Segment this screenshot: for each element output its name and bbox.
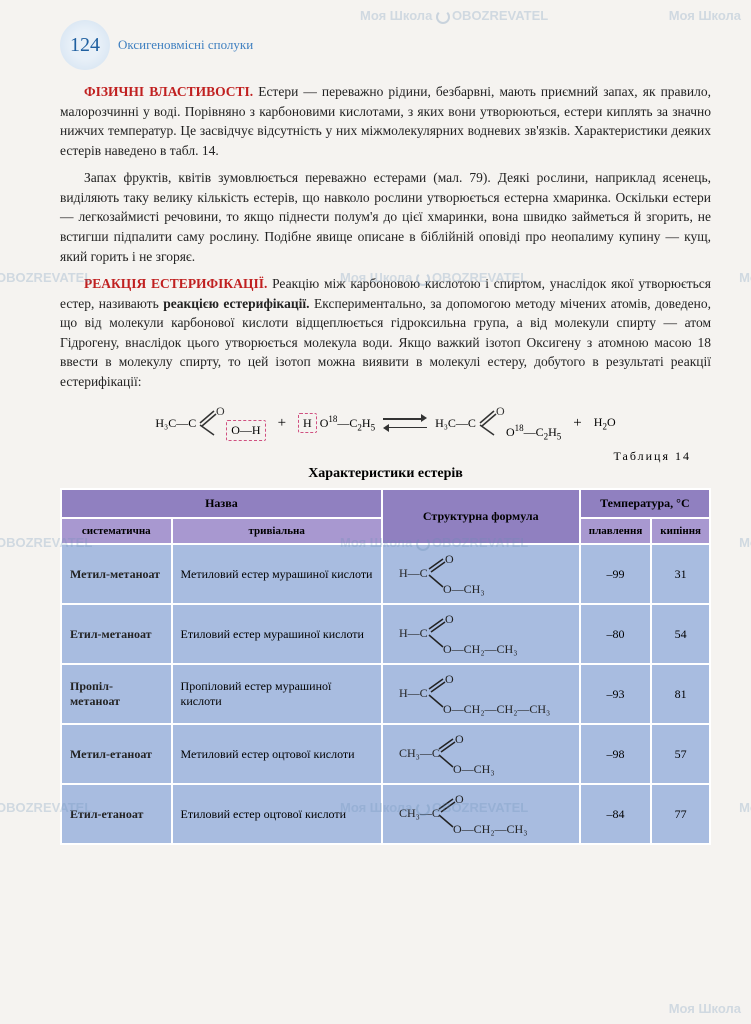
svg-text:CH₃—C: CH₃—C — [399, 806, 440, 820]
svg-text:O: O — [455, 792, 464, 806]
esterification-heading: РЕАКЦІЯ ЕСТЕРИФІКАЦІЇ. — [84, 276, 267, 291]
equilibrium-arrow — [383, 415, 427, 431]
cell-melting: –93 — [580, 664, 652, 724]
cell-trivial: Метиловий естер оцтової кислоти — [172, 724, 382, 784]
acid-oh-box: O—H — [226, 420, 265, 441]
svg-text:O—CH₃: O—CH₃ — [453, 762, 495, 776]
svg-text:O: O — [445, 552, 454, 566]
cell-boiling: 54 — [651, 604, 710, 664]
carbonyl-svg: O — [196, 403, 226, 443]
alcohol-h-box: H — [298, 413, 317, 433]
cell-formula: H—C O O—CH₂—CH₂—CH₃ — [382, 664, 580, 724]
table-number-label: Таблиця 14 — [60, 449, 691, 464]
table-row: Метил-метаноатМетиловий естер мурашиної … — [61, 544, 710, 604]
cell-formula: H—C O O—CH₂—CH₃ — [382, 604, 580, 664]
svg-text:H—C: H—C — [399, 626, 428, 640]
page-header: 124 Оксигеновмісні сполуки — [60, 20, 711, 70]
cell-trivial: Етиловий естер мурашиної кислоти — [172, 604, 382, 664]
svg-text:O: O — [496, 404, 505, 418]
cell-boiling: 81 — [651, 664, 710, 724]
svg-text:O—CH₂—CH₂—CH₃: O—CH₂—CH₂—CH₃ — [443, 702, 550, 716]
th-trivial: тривіальна — [172, 518, 382, 544]
table-body: Метил-метаноатМетиловий естер мурашиної … — [61, 544, 710, 844]
table-row: Метил-етаноатМетиловий естер оцтової кис… — [61, 724, 710, 784]
cell-formula: H—C O O—CH₃ — [382, 544, 580, 604]
watermark: Моя Школа — [669, 1001, 741, 1016]
plus-2: + — [569, 415, 585, 432]
ester-bold-term: реакцією естерифікації. — [163, 296, 309, 311]
cell-formula: CH₃—C O O—CH₂—CH₃ — [382, 784, 580, 844]
physical-properties-paragraph-2: Запах фруктів, квітів зумовлюється перев… — [60, 168, 711, 266]
cell-systematic: Пропіл-метаноат — [61, 664, 172, 724]
th-boiling: кипіння — [651, 518, 710, 544]
reactant-acid: H₃C—C O O—H — [155, 403, 265, 443]
th-formula: Структурна формула — [382, 489, 580, 544]
chapter-title: Оксигеновмісні сполуки — [118, 37, 253, 53]
th-melting: плавлення — [580, 518, 652, 544]
carbonyl-svg-2: O — [476, 403, 506, 443]
svg-text:O—CH₃: O—CH₃ — [443, 582, 485, 596]
plus-1: + — [274, 415, 290, 432]
svg-text:O—CH₂—CH₃: O—CH₂—CH₃ — [453, 822, 527, 836]
reaction-equation: H₃C—C O O—H + H O18—C2H5 H₃C—C O O18— — [60, 403, 711, 443]
svg-text:H—C: H—C — [399, 566, 428, 580]
reactant-alcohol: H O18—C2H5 — [298, 414, 375, 432]
th-systematic: систематична — [61, 518, 172, 544]
cell-boiling: 31 — [651, 544, 710, 604]
ester-chain: O18—C2H5 — [506, 423, 561, 441]
svg-text:CH₃—C: CH₃—C — [399, 746, 440, 760]
page-number-badge: 124 — [60, 20, 110, 70]
svg-text:O—CH₂—CH₃: O—CH₂—CH₃ — [443, 642, 517, 656]
physical-heading: ФІЗИЧНІ ВЛАСТИВОСТІ. — [84, 84, 253, 99]
cell-trivial: Пропіловий естер мурашиної кислоти — [172, 664, 382, 724]
physical-properties-paragraph-1: ФІЗИЧНІ ВЛАСТИВОСТІ. Естери — переважно … — [60, 82, 711, 160]
svg-text:O: O — [216, 404, 225, 418]
svg-text:O: O — [455, 732, 464, 746]
esterification-paragraph: РЕАКЦІЯ ЕСТЕРИФІКАЦІЇ. Реакцію між карбо… — [60, 274, 711, 391]
textbook-page: 124 Оксигеновмісні сполуки ФІЗИЧНІ ВЛАСТ… — [0, 0, 751, 865]
cell-formula: CH₃—C O O—CH₃ — [382, 724, 580, 784]
cell-melting: –98 — [580, 724, 652, 784]
cell-systematic: Метил-етаноат — [61, 724, 172, 784]
cell-trivial: Метиловий естер мурашиної кислоти — [172, 544, 382, 604]
svg-text:O: O — [445, 672, 454, 686]
product-ester: H₃C—C O O18—C2H5 — [435, 403, 561, 443]
table-row: Пропіл-метаноатПропіловий естер мурашино… — [61, 664, 710, 724]
esters-table: Назва Структурна формула Температура, °С… — [60, 488, 711, 845]
cell-trivial: Етиловий естер оцтової кислоти — [172, 784, 382, 844]
cell-systematic: Метил-метаноат — [61, 544, 172, 604]
acid-left: H₃C—C — [155, 416, 196, 431]
cell-systematic: Етил-етаноат — [61, 784, 172, 844]
table-row: Етил-метаноатЕтиловий естер мурашиної ки… — [61, 604, 710, 664]
cell-melting: –84 — [580, 784, 652, 844]
cell-boiling: 57 — [651, 724, 710, 784]
svg-text:H—C: H—C — [399, 686, 428, 700]
cell-melting: –80 — [580, 604, 652, 664]
ester-left: H₃C—C — [435, 416, 476, 431]
th-name: Назва — [61, 489, 382, 518]
svg-text:O: O — [445, 612, 454, 626]
cell-melting: –99 — [580, 544, 652, 604]
table-title: Характеристики естерів — [60, 466, 711, 482]
table-row: Етил-етаноатЕтиловий естер оцтової кисло… — [61, 784, 710, 844]
product-water: H2O — [594, 415, 616, 431]
th-temp: Температура, °С — [580, 489, 710, 518]
cell-systematic: Етил-метаноат — [61, 604, 172, 664]
table-head: Назва Структурна формула Температура, °С… — [61, 489, 710, 544]
cell-boiling: 77 — [651, 784, 710, 844]
